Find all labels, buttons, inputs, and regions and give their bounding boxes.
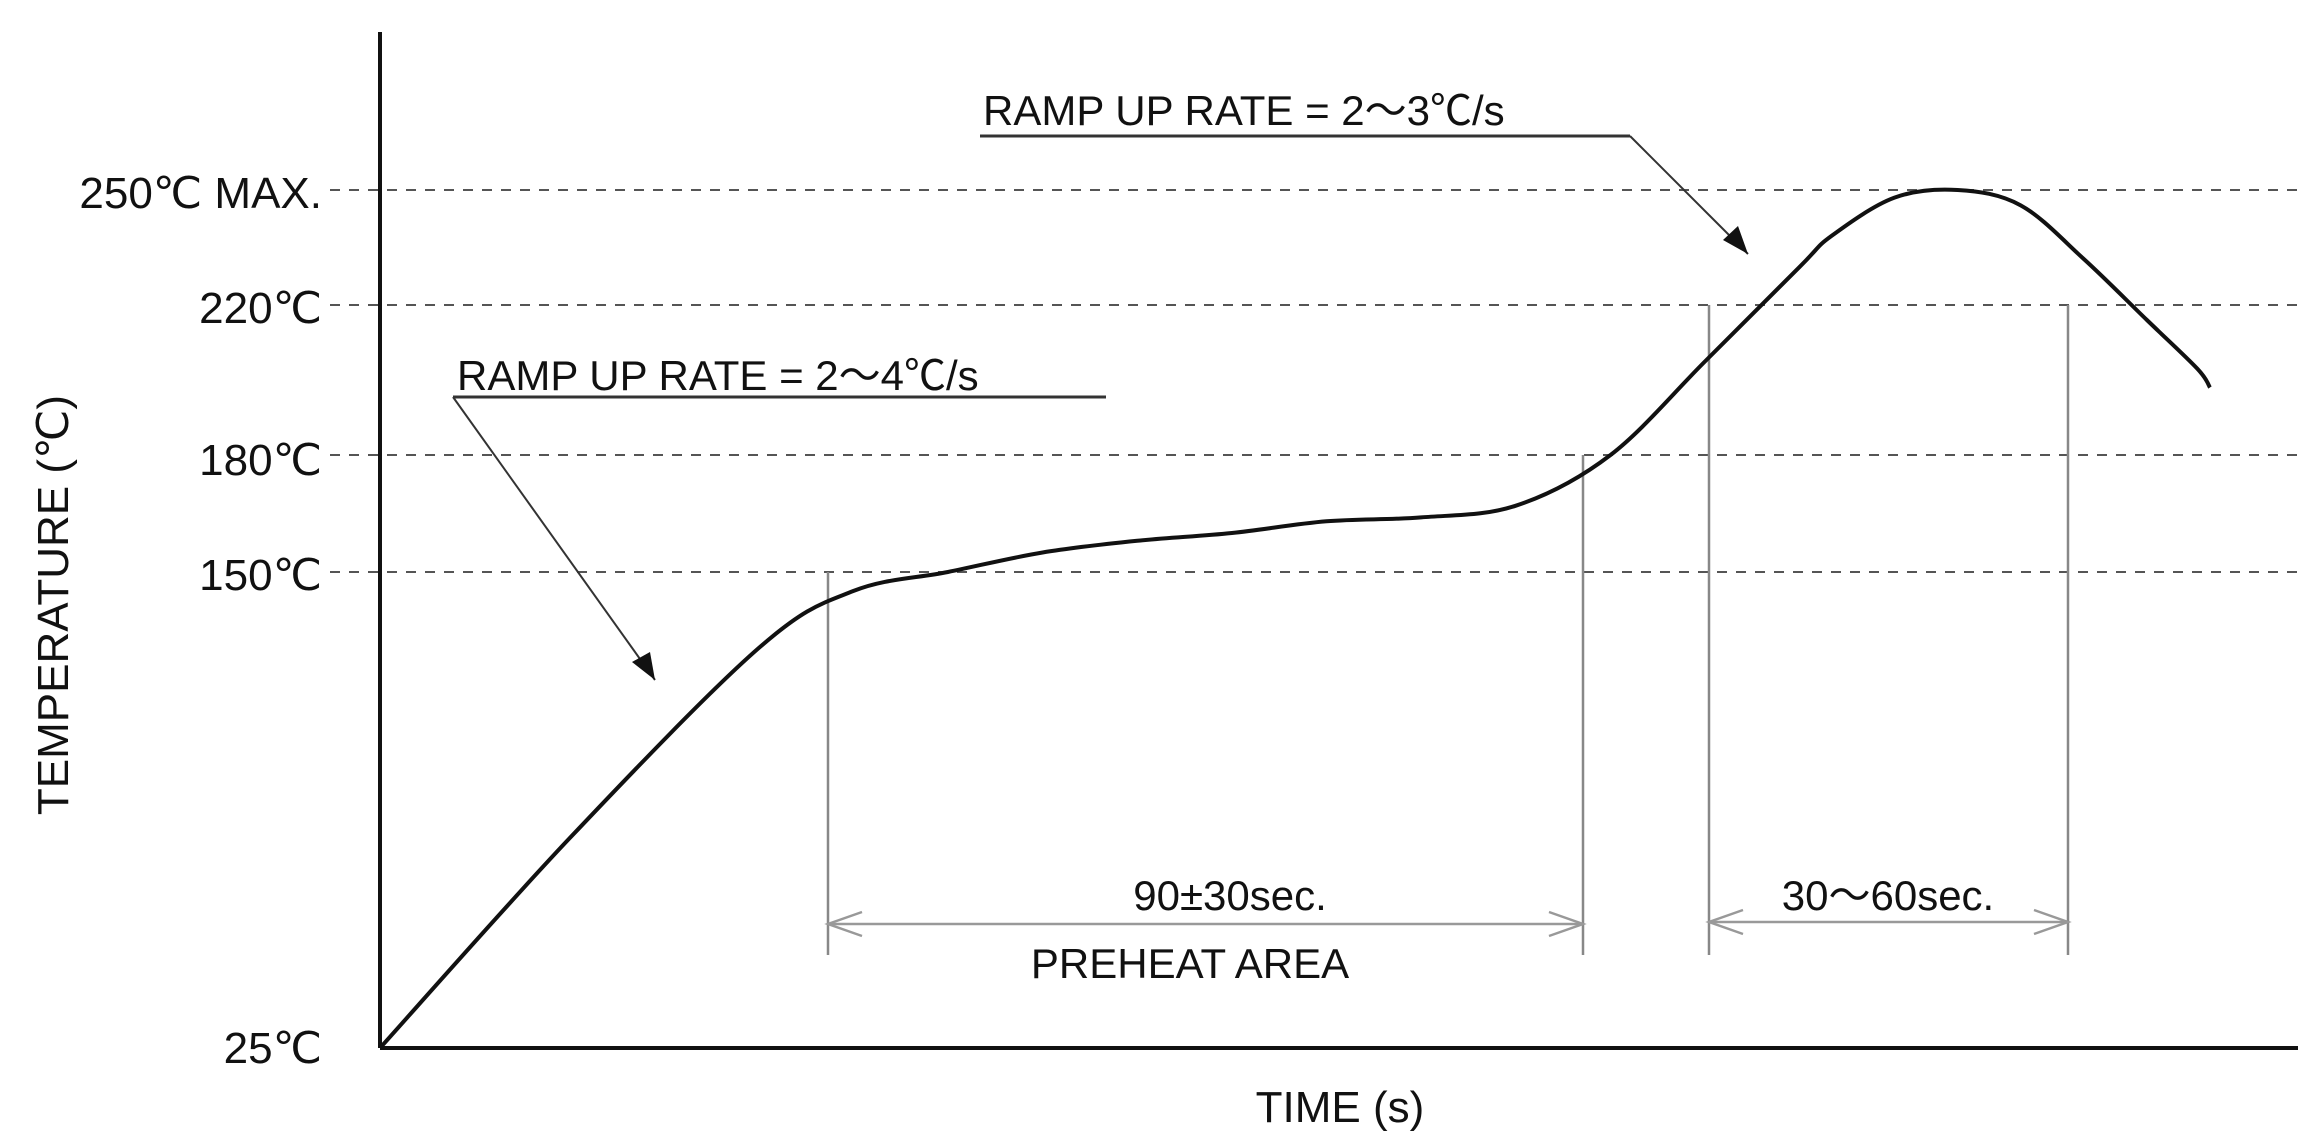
ramp-up-annotation-1: RAMP UP RATE = 2～4℃/s	[452, 352, 1106, 681]
temperature-profile-curve	[378, 187, 2212, 1050]
reflow-dimension-arrow	[1705, 908, 2072, 936]
ramp-up-rate-1-label: RAMP UP RATE = 2～4℃/s	[457, 352, 979, 399]
reflow-time-label: 30～60sec.	[1782, 872, 1994, 919]
ramp-up-rate-2-label: RAMP UP RATE = 2～3℃/s	[983, 87, 1505, 134]
y-axis-label: TEMPERATURE (℃)	[29, 395, 78, 815]
preheat-dimension-arrow	[824, 910, 1587, 938]
ramp-up-annotation-2: RAMP UP RATE = 2～3℃/s	[980, 87, 1749, 255]
y-tick-label-150: 150℃	[199, 551, 322, 600]
zone-markers	[826, 305, 2070, 955]
y-tick-label-250: 250℃ MAX.	[79, 169, 322, 218]
preheat-time-label: 90±30sec.	[1133, 872, 1327, 919]
y-tick-labels: 250℃ MAX. 220℃ 180℃ 150℃ 25℃	[79, 169, 322, 1073]
y-tick-label-220: 220℃	[199, 284, 322, 333]
preheat-area-label: PREHEAT AREA	[1031, 940, 1349, 987]
y-tick-label-180: 180℃	[199, 436, 322, 485]
y-tick-label-25: 25℃	[224, 1024, 322, 1073]
x-axis-label: TIME (s)	[1256, 1083, 1425, 1132]
